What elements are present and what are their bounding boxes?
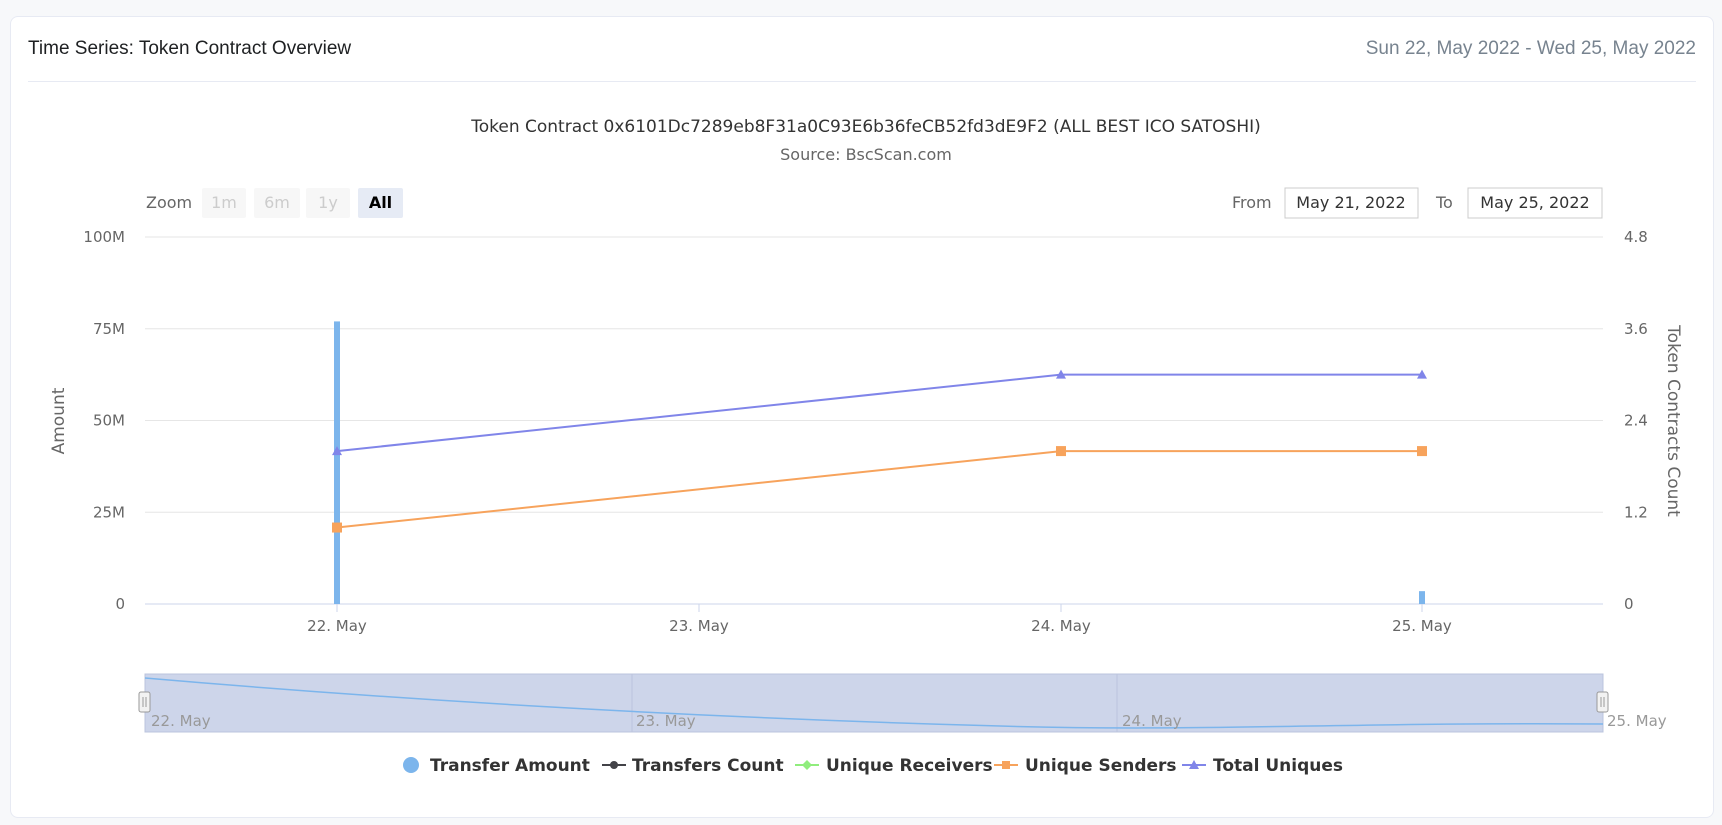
from-date-input[interactable] [1284, 187, 1419, 219]
unique-senders-point[interactable] [1056, 446, 1066, 457]
zoom-buttons: 1m 6m 1y All [202, 188, 403, 218]
y-tick-right-label: 4.8 [1624, 228, 1648, 246]
navigator-label: 24. May [1122, 712, 1182, 730]
from-date-value: May 21, 2022 [1296, 193, 1405, 212]
x-tick-label: 24. May [1031, 617, 1091, 635]
total-uniques-point[interactable] [332, 446, 342, 456]
navigator-grid [631, 674, 1118, 732]
chart-title: Token Contract 0x6101Dc7289eb8F31a0C93E6… [470, 117, 1261, 137]
x-ticks: 22. May 23. May 24. May 25. May [307, 604, 1452, 635]
card-header: Time Series: Token Contract Overview Sun… [28, 17, 1696, 82]
grid-lines [145, 236, 1603, 605]
y-tick-left-label: 0 [115, 595, 125, 613]
y-tick-left-label: 75M [93, 320, 125, 338]
y-tick-left-label: 100M [83, 228, 125, 246]
zoom-button-6m[interactable] [254, 188, 300, 218]
from-label: From [1232, 193, 1272, 212]
unique-senders-legend-icon [1002, 761, 1010, 769]
navigator-label: 25. May [1607, 712, 1667, 730]
navigator-label: 22. May [151, 712, 211, 730]
y-axis-left-label: Amount [49, 387, 69, 454]
y-axis-right-label: Token Contracts Count [1663, 324, 1683, 517]
to-date-value: May 25, 2022 [1480, 193, 1589, 212]
y-tick-right-label: 1.2 [1624, 503, 1648, 521]
navigator-window[interactable] [144, 673, 1604, 733]
x-tick-label: 22. May [307, 617, 367, 635]
y-tick-left-label: 25M [93, 503, 125, 521]
zoom-button-1y[interactable] [306, 188, 350, 218]
transfer-amount-bar[interactable] [1419, 591, 1425, 604]
card-date-range: Sun 22, May 2022 - Wed 25, May 2022 [1365, 38, 1696, 59]
card-title: Time Series: Token Contract Overview [28, 38, 352, 59]
unique-senders-line [336, 450, 1422, 529]
x-tick-label: 25. May [1392, 617, 1452, 635]
navigator-series-line [144, 677, 1604, 729]
chart-subtitle: Source: BscScan.com [780, 145, 952, 164]
total-uniques-line [336, 373, 1422, 453]
navigator-handle-right[interactable] [1596, 691, 1609, 713]
unique-senders-point[interactable] [1417, 446, 1427, 457]
navigator-label: 23. May [636, 712, 696, 730]
zoom-label: Zoom [146, 193, 192, 212]
navigator-handle-left[interactable] [138, 691, 151, 713]
y-ticks-left: 0 25M 50M 75M 100M [83, 228, 125, 613]
transfer-amount-legend-label[interactable]: Transfer Amount [430, 756, 590, 776]
y-tick-left-label: 50M [93, 412, 125, 430]
unique-receivers-legend-label[interactable]: Unique Receivers [826, 756, 993, 776]
transfers-count-legend-icon [610, 761, 618, 769]
zoom-button-label: 6m [264, 193, 290, 212]
transfer-amount-bars [334, 321, 1425, 604]
y-ticks-right: 0 1.2 2.4 3.6 4.8 [1624, 228, 1648, 613]
y-tick-right-label: 3.6 [1624, 320, 1648, 338]
zoom-button-label: 1m [211, 193, 237, 212]
chart-legend: Transfer Amount Transfers Count Unique Rec… [403, 756, 1343, 776]
transfers-count-legend-label[interactable]: Transfers Count [632, 756, 784, 776]
zoom-button-label: All [369, 193, 392, 212]
total-uniques-legend-icon [1189, 760, 1199, 769]
y-tick-right-label: 0 [1624, 595, 1634, 613]
total-uniques-point[interactable] [1056, 369, 1066, 379]
x-tick-label: 23. May [669, 617, 729, 635]
zoom-button-all[interactable] [358, 188, 403, 218]
unique-senders-point[interactable] [332, 522, 342, 533]
transfer-amount-legend-icon [403, 757, 419, 773]
unique-receivers-legend-icon [802, 760, 812, 770]
y-tick-right-label: 2.4 [1624, 412, 1648, 430]
to-label: To [1435, 193, 1453, 212]
unique-senders-legend-label[interactable]: Unique Senders [1025, 756, 1177, 776]
total-uniques-point[interactable] [1417, 369, 1427, 379]
series-lines [332, 369, 1427, 533]
navigator-labels: 22. May 23. May 24. May 25. May [151, 712, 1667, 730]
total-uniques-legend-label[interactable]: Total Uniques [1213, 756, 1343, 776]
zoom-button-1m[interactable] [202, 188, 246, 218]
to-date-input[interactable] [1467, 187, 1603, 219]
transfer-amount-bar[interactable] [334, 321, 340, 604]
zoom-button-label: 1y [318, 193, 338, 212]
